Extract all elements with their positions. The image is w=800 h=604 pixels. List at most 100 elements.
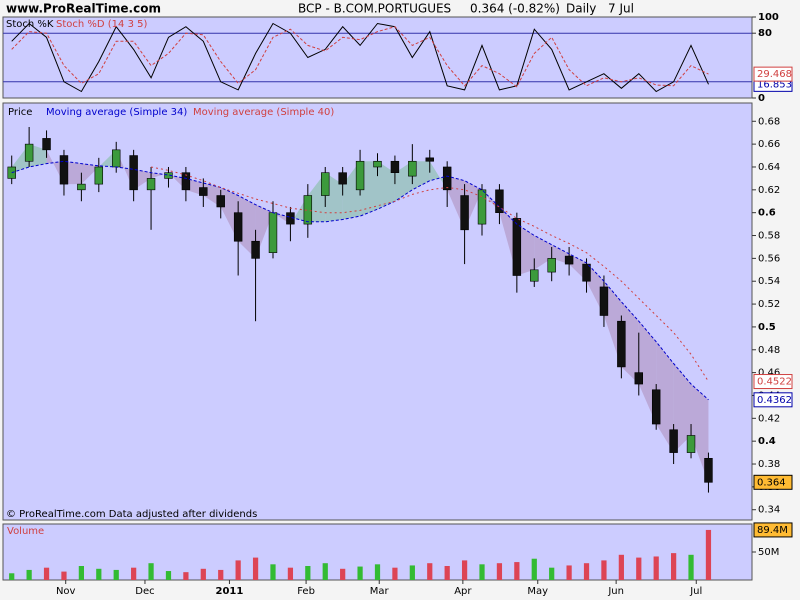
panel-title: Volume [7,526,44,537]
volume-bar [218,569,224,580]
ma-band [342,161,361,220]
volume-bar [357,566,363,580]
candle-body [355,160,365,191]
panel-title: Price [8,107,32,118]
last-ma34-box [753,392,793,408]
candle-body [704,458,713,483]
ma-band [185,178,204,196]
x-tick-label: May [527,586,548,597]
volume-bar [287,567,294,580]
candle-body [59,155,69,185]
volume-label: 89.4M [757,525,788,536]
ma-band [551,244,570,265]
ma-band [656,341,674,453]
ma-band [81,163,99,185]
candle-body [112,149,121,168]
volume-bar [549,567,555,580]
y-tick-label: 0.6 [758,208,776,219]
candle-body [181,172,191,191]
volume-bar [618,554,624,580]
candle-body [42,138,51,151]
y-tick-label: 50M [758,547,779,558]
volume-bar [183,572,189,580]
y-tick-label: 0 [758,93,765,104]
candle-body [530,269,539,282]
volume-bar [43,567,50,580]
candle-body [495,189,504,213]
ma-band [516,224,535,276]
last-ma34: 0.4362 [757,395,792,406]
ma-band [412,161,430,190]
candle-body [321,172,330,196]
ma-band [691,384,709,483]
legend-entry: Stoch %K [6,19,54,30]
y-tick-label: 0.48 [758,345,780,356]
y-tick-label: 0.38 [758,459,780,470]
volume-bar [235,560,241,580]
candle-body [24,143,34,162]
x-tick-label: Mar [370,586,390,597]
candle-body [442,166,452,191]
candle-body [547,258,556,273]
candle-body [686,435,696,453]
volume-bar [531,558,537,580]
y-tick-label: 0.42 [758,413,780,424]
last-close-box [753,474,793,490]
ma-band [63,161,82,185]
volume-bar [444,566,450,580]
y-tick-label: 80 [758,28,772,39]
last-ma40: 0.4522 [757,377,792,388]
stoch-line [11,26,709,88]
volume-bar [514,562,520,580]
y-tick-label: 0.4 [758,436,776,447]
candle-body [651,389,661,425]
candle-body [564,255,574,265]
last-value: 16.853 [757,79,792,90]
candle-body [338,172,347,185]
volume-label-box [753,522,793,538]
ma-band [447,176,465,230]
candle-body [477,189,487,225]
ma-band [255,204,273,259]
candle-body [390,160,400,173]
candle-body [425,157,434,162]
ma-band [116,149,134,190]
candle-body [599,286,609,316]
ma-band [638,321,657,425]
x-tick-label: Jun [607,586,624,597]
y-tick-label: 0.58 [758,231,780,242]
ma-band [673,363,692,453]
volume-bar [374,564,381,580]
last-value: 29.468 [757,69,792,80]
candle-body [129,155,138,191]
quote: 0.364 (-0.82%) [470,2,560,16]
ma-band [11,144,30,173]
ma-band [429,161,448,190]
ma-band [46,149,64,185]
ma-band [360,161,378,217]
last-ma40-box [753,374,793,390]
ma-band [394,161,413,202]
ma-band [325,172,343,222]
volume-bar [583,563,590,580]
y-tick-label: 0.62 [758,185,780,196]
candle-body [303,195,313,225]
legend-entry: Moving average (Simple 34) [46,107,187,118]
y-tick-label: 0.56 [758,253,780,264]
candle-body [216,195,225,208]
candle-body [617,320,626,368]
volume-bar [392,567,398,580]
y-tick-label: 0.52 [758,299,780,310]
x-tick-label: 2011 [216,586,244,597]
candle-body [582,263,591,282]
volume-bar [566,565,572,580]
candle-body [146,178,156,191]
volume-bar [131,567,137,580]
y-tick-label: 100 [758,12,779,23]
volume-bar [601,560,607,580]
volume-bar [636,557,642,580]
y-tick-label: 0.46 [758,368,780,379]
ma-band [272,212,291,225]
candle-body [251,240,260,259]
